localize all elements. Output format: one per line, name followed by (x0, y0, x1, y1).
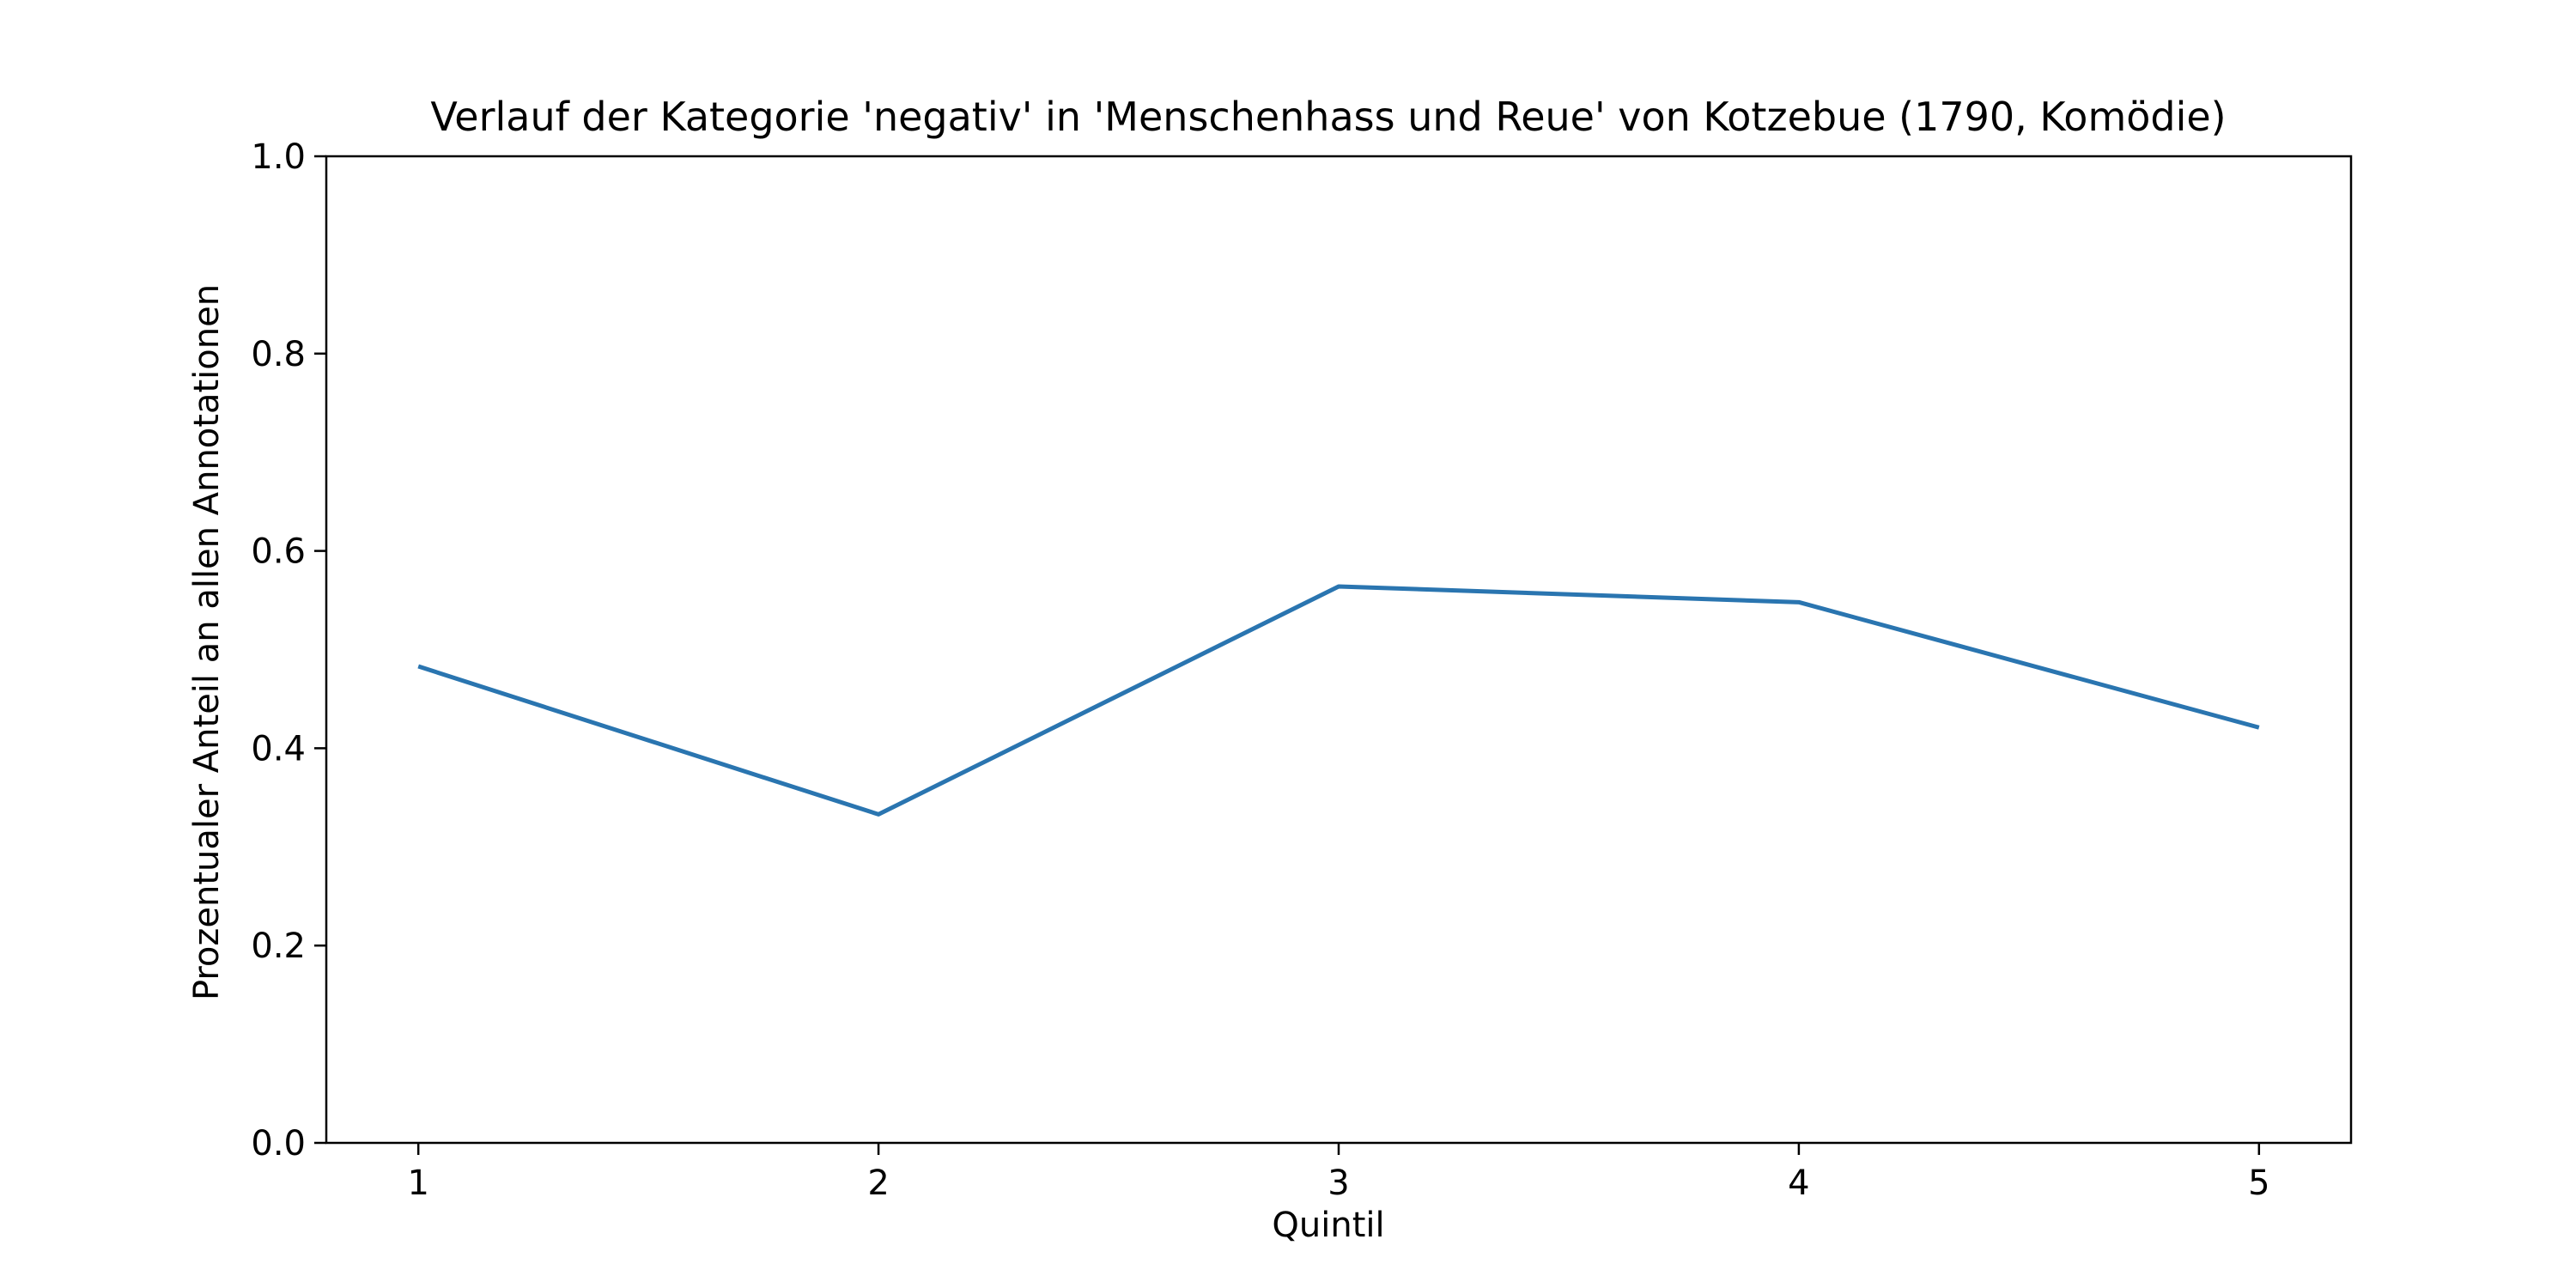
x-tick-label: 2 (867, 1163, 889, 1203)
y-tick-label: 0.4 (251, 729, 306, 769)
x-axis-label: Quintil (1272, 1206, 1384, 1245)
x-tick-label: 3 (1327, 1163, 1349, 1203)
plot-area: 0.0 0.2 0.4 0.6 0.8 1.0 1 2 3 4 5 (251, 137, 2353, 1203)
y-tick-label: 1.0 (251, 137, 306, 177)
plot-frame (325, 155, 2353, 1145)
series-layer (417, 584, 2260, 817)
series-line (417, 584, 2260, 817)
y-tick-label: 0.6 (251, 532, 306, 572)
y-axis-label: Prozentualer Anteil an allen Annotatione… (187, 284, 227, 1000)
y-tick-label: 0.2 (251, 927, 306, 966)
y-tick-label: 0.8 (251, 335, 306, 374)
x-tick-label: 1 (407, 1163, 428, 1203)
chart-title: Verlauf der Kategorie 'negativ' in 'Mens… (430, 94, 2226, 140)
x-axis: 1 2 3 4 5 (407, 1143, 2270, 1203)
x-tick-label: 4 (1788, 1163, 1809, 1203)
y-tick-label: 0.0 (251, 1124, 306, 1163)
y-axis: 0.0 0.2 0.4 0.6 0.8 1.0 (251, 137, 326, 1163)
x-tick-label: 5 (2248, 1163, 2269, 1203)
